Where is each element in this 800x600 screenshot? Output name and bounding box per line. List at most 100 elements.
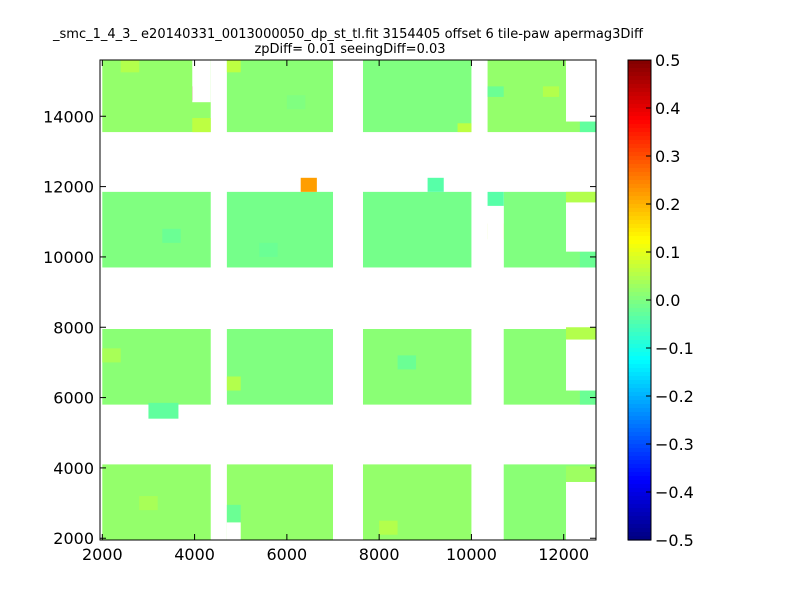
heatmap-gap (566, 60, 596, 122)
colorbar-band (628, 116, 651, 121)
heatmap-gap (192, 60, 211, 103)
heatmap-region (226, 60, 334, 133)
colorbar-band (628, 136, 651, 141)
colorbar-band (628, 520, 651, 525)
colorbar-band (628, 480, 651, 485)
colorbar-band (628, 88, 651, 93)
colorbar-band (628, 164, 651, 169)
colorbar-tick-label: 0.2 (655, 195, 680, 214)
colorbar-band (628, 460, 651, 465)
colorbar-band (628, 144, 651, 149)
colorbar-band (628, 192, 651, 197)
colorbar-band (628, 512, 651, 517)
colorbar-band (628, 156, 651, 161)
colorbar-band (628, 428, 651, 433)
colorbar-band (628, 484, 651, 489)
colorbar-band (628, 152, 651, 157)
heatmap-cell (286, 95, 306, 110)
colorbar-band (628, 524, 651, 529)
heatmap-cell (379, 520, 398, 535)
heatmap-cell (226, 60, 241, 73)
heatmap-cell (566, 327, 596, 340)
colorbar-band (628, 344, 651, 349)
colorbar-band (628, 236, 651, 241)
colorbar-band (628, 60, 651, 65)
colorbar-gradient (628, 60, 651, 541)
colorbar-band (628, 104, 651, 109)
heatmap-gap (566, 481, 596, 540)
colorbar-band (628, 432, 651, 437)
colorbar-band (628, 408, 651, 413)
y-tick-label: 12000 (43, 178, 94, 197)
heatmap-plot-area: 2000 4000 6000 8000 10000 12000 2000 4000 6000 8… (43, 59, 597, 564)
colorbar-band (628, 420, 651, 425)
colorbar-band (628, 272, 651, 277)
heatmap-cell (566, 466, 596, 482)
colorbar-band (628, 440, 651, 445)
x-tick-label: 2000 (82, 545, 123, 564)
x-tick-label: 12000 (538, 545, 589, 564)
chart-title-line1: _smc_1_4_3_ e20140331_0013000050_dp_st_t… (52, 27, 644, 42)
heatmap-cell (300, 177, 317, 192)
colorbar-tick-label: 0.5 (655, 51, 680, 70)
colorbar-band (628, 108, 651, 113)
colorbar-band (628, 260, 651, 265)
colorbar-band (628, 176, 651, 181)
colorbar-band (628, 380, 651, 385)
x-tick-label: 6000 (267, 545, 308, 564)
heatmap-cell (226, 376, 241, 391)
colorbar-band (628, 80, 651, 85)
colorbar-band (628, 304, 651, 309)
colorbar-band (628, 276, 651, 281)
colorbar-tick-label: −0.4 (655, 483, 694, 502)
colorbar-band (628, 248, 651, 253)
colorbar-band (628, 416, 651, 421)
colorbar-band (628, 352, 651, 357)
colorbar-band (628, 348, 651, 353)
heatmap-gap (566, 339, 596, 391)
heatmap-region (226, 464, 334, 540)
colorbar-band (628, 392, 651, 397)
colorbar-band (628, 528, 651, 533)
colorbar-band (628, 332, 651, 337)
colorbar-band (628, 124, 651, 129)
colorbar-band (628, 308, 651, 313)
heatmap-region (362, 329, 472, 405)
x-tick-label: 8000 (359, 545, 400, 564)
heatmap-cell (120, 60, 140, 73)
colorbar-band (628, 464, 651, 469)
x-axis: 2000 4000 6000 8000 10000 12000 (82, 60, 589, 564)
colorbar-band (628, 424, 651, 429)
colorbar-band (628, 208, 651, 213)
colorbar-tick-label: −0.1 (655, 339, 694, 358)
y-axis: 2000 4000 6000 8000 10000 12000 14000 (43, 107, 596, 548)
colorbar-band (628, 252, 651, 257)
colorbar-band (628, 196, 651, 201)
heatmap-cell (139, 496, 158, 511)
colorbar-band (628, 476, 651, 481)
colorbar-band (628, 360, 651, 365)
colorbar-band (628, 296, 651, 301)
y-tick-label: 4000 (53, 459, 94, 478)
colorbar-tick-label: 0.0 (655, 291, 680, 310)
colorbar-band (628, 532, 651, 537)
colorbar-band (628, 400, 651, 405)
heatmap-cell (487, 191, 504, 206)
heatmap-cell (542, 86, 560, 97)
colorbar-band (628, 92, 651, 97)
colorbar-band (628, 212, 651, 217)
x-tick-label: 4000 (174, 545, 215, 564)
heatmap-cell (457, 123, 472, 133)
colorbar-band (628, 184, 651, 189)
colorbar-band (628, 436, 651, 441)
chart-title-line2: zpDiff= 0.01 seeingDiff=0.03 (254, 42, 445, 57)
colorbar-band (628, 452, 651, 457)
heatmap-gap (487, 205, 504, 268)
colorbar-band (628, 200, 651, 205)
colorbar-band (628, 232, 651, 237)
colorbar-band (628, 500, 651, 505)
colorbar-band (628, 376, 651, 381)
colorbar-band (628, 288, 651, 293)
colorbar-band (628, 76, 651, 81)
